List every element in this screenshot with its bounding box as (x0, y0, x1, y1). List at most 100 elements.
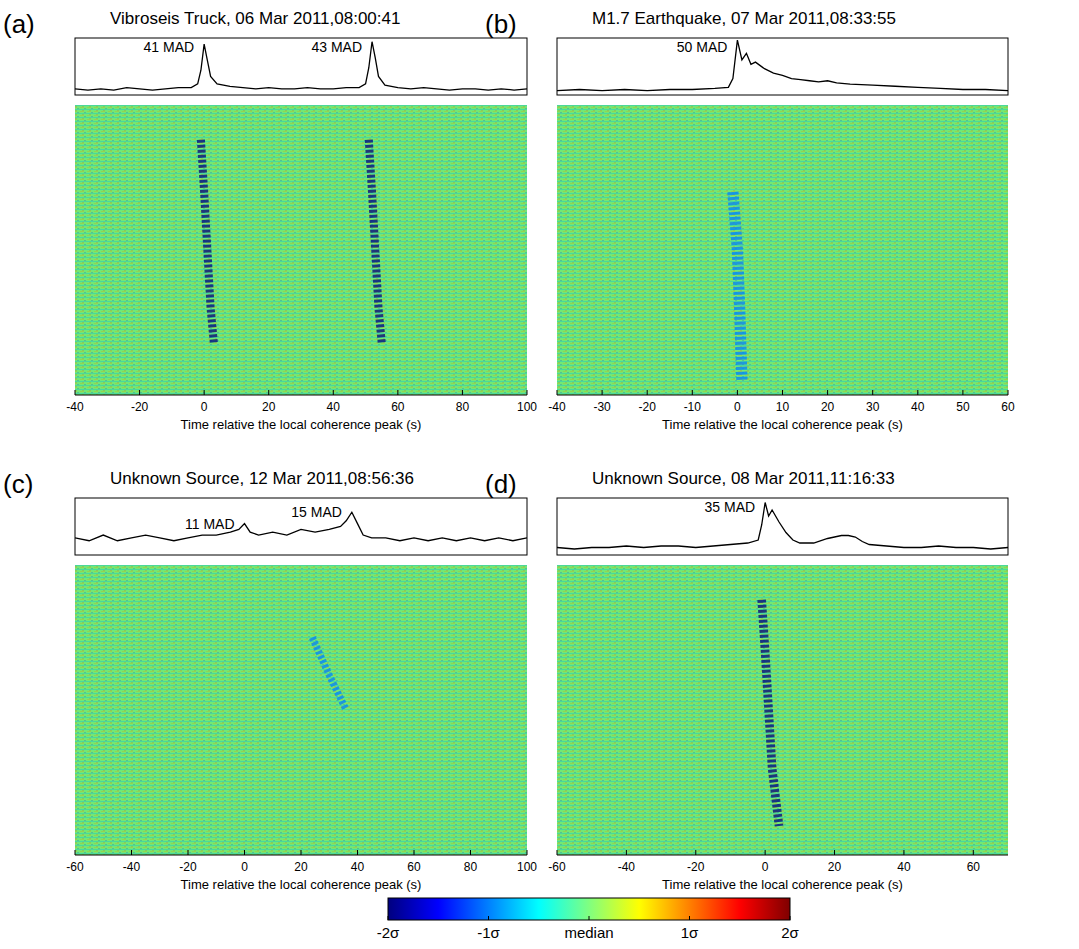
x-tick-label: -20 (131, 400, 149, 414)
heatmap-bg (557, 565, 1008, 855)
x-tick-label: 60 (1001, 400, 1015, 414)
peak-label: 11 MAD (185, 516, 235, 532)
x-tick (737, 390, 738, 395)
x-tick (357, 850, 358, 855)
x-tick-label: -40 (123, 860, 141, 874)
arrival (201, 140, 214, 343)
x-tick (204, 390, 205, 395)
x-tick-label: -20 (179, 860, 197, 874)
x-tick-label: -20 (687, 860, 705, 874)
arrival (762, 600, 779, 826)
x-tick-label: 0 (241, 860, 248, 874)
colorbar-tick (689, 916, 690, 920)
x-tick (75, 390, 76, 395)
x-tick-label: -60 (66, 860, 84, 874)
heatmap-group (557, 565, 1008, 855)
colorbar-tick (790, 916, 791, 920)
colorbar-tick (589, 916, 590, 920)
x-tick-label: 20 (828, 860, 842, 874)
x-tick (557, 850, 558, 855)
x-tick-label: 80 (456, 400, 470, 414)
panel-title: Unknown Source, 08 Mar 2011,11:16:33 (592, 469, 895, 488)
x-tick (139, 390, 140, 395)
x-tick (695, 850, 696, 855)
x-tick (903, 850, 904, 855)
x-tick (333, 390, 334, 395)
trace-group (557, 40, 1008, 90)
x-tick (973, 850, 974, 855)
arrival (312, 638, 346, 711)
x-tick (470, 850, 471, 855)
x-axis-title: Time relative the local coherence peak (… (181, 877, 422, 892)
colorbar-tick (388, 916, 389, 920)
panel: (d)Unknown Source, 08 Mar 2011,11:16:333… (485, 469, 1008, 892)
panel: (b)M1.7 Earthquake, 07 Mar 2011,08:33:55… (485, 9, 1015, 432)
heatmap-bg (557, 105, 1008, 395)
x-tick (557, 390, 558, 395)
x-tick-label: 20 (262, 400, 276, 414)
panel-letter: (a) (3, 9, 35, 39)
trace-frame (557, 38, 1008, 95)
x-tick-label: -60 (548, 860, 566, 874)
x-tick-label: 100 (517, 860, 537, 874)
x-tick-label: 80 (464, 860, 478, 874)
x-axis (557, 395, 1008, 396)
x-axis (75, 855, 527, 856)
x-tick (626, 850, 627, 855)
panel-title: Vibroseis Truck, 06 Mar 2011,08:00:41 (110, 9, 400, 28)
panel-letter: (b) (485, 9, 517, 39)
x-tick (765, 850, 766, 855)
x-tick-label: 60 (967, 860, 981, 874)
colorbar-label: 1σ (681, 924, 699, 941)
trace-frame (557, 498, 1008, 555)
x-tick-label: 60 (407, 860, 421, 874)
panel-letter: (d) (485, 469, 517, 499)
x-tick (602, 390, 603, 395)
x-tick (131, 850, 132, 855)
trace-frame (75, 38, 527, 95)
colorbar-label: 2σ (781, 924, 799, 941)
x-tick (917, 390, 918, 395)
arrival (369, 140, 382, 343)
x-tick-label: 20 (821, 400, 835, 414)
colorbar-label: median (564, 924, 613, 941)
panel: (c)Unknown Source, 12 Mar 2011,08:56:361… (3, 469, 537, 892)
heatmap-shade (75, 565, 527, 855)
x-axis (557, 855, 1008, 856)
heatmap-group (557, 105, 1008, 395)
x-tick (462, 390, 463, 395)
x-tick (782, 390, 783, 395)
colorbar-label: -1σ (477, 924, 500, 941)
x-tick (397, 390, 398, 395)
x-tick-label: -10 (684, 400, 702, 414)
x-tick (301, 850, 302, 855)
peak-label: 41 MAD (144, 39, 195, 55)
x-tick-label: 20 (294, 860, 308, 874)
x-axis (75, 395, 527, 396)
x-tick (527, 850, 528, 855)
arrival (733, 192, 742, 381)
panel-letter: (c) (3, 469, 33, 499)
heatmap-group (75, 565, 527, 855)
x-tick-label: 50 (956, 400, 970, 414)
peak-label: 50 MAD (677, 39, 728, 55)
x-tick (414, 850, 415, 855)
x-tick-label: 30 (866, 400, 880, 414)
x-axis-title: Time relative the local coherence peak (… (662, 877, 903, 892)
colorbar-tick (488, 916, 489, 920)
heatmap-shade (75, 105, 527, 395)
x-tick-label: 0 (201, 400, 208, 414)
heatmap-group (75, 105, 527, 395)
x-tick-label: 0 (762, 860, 769, 874)
x-tick (827, 390, 828, 395)
trace-frame (75, 498, 527, 555)
colorbar-rect (388, 898, 790, 920)
heatmap-bg (75, 565, 527, 855)
coherence-line (557, 503, 1008, 550)
x-tick-label: 100 (517, 400, 537, 414)
figure: (a) Vibroseis Truck, 06 Mar 2011,08:00:41… (0, 0, 1079, 949)
x-tick (872, 390, 873, 395)
x-tick-label: -40 (66, 400, 84, 414)
x-tick (1008, 390, 1009, 395)
coherence-line (557, 40, 1008, 90)
